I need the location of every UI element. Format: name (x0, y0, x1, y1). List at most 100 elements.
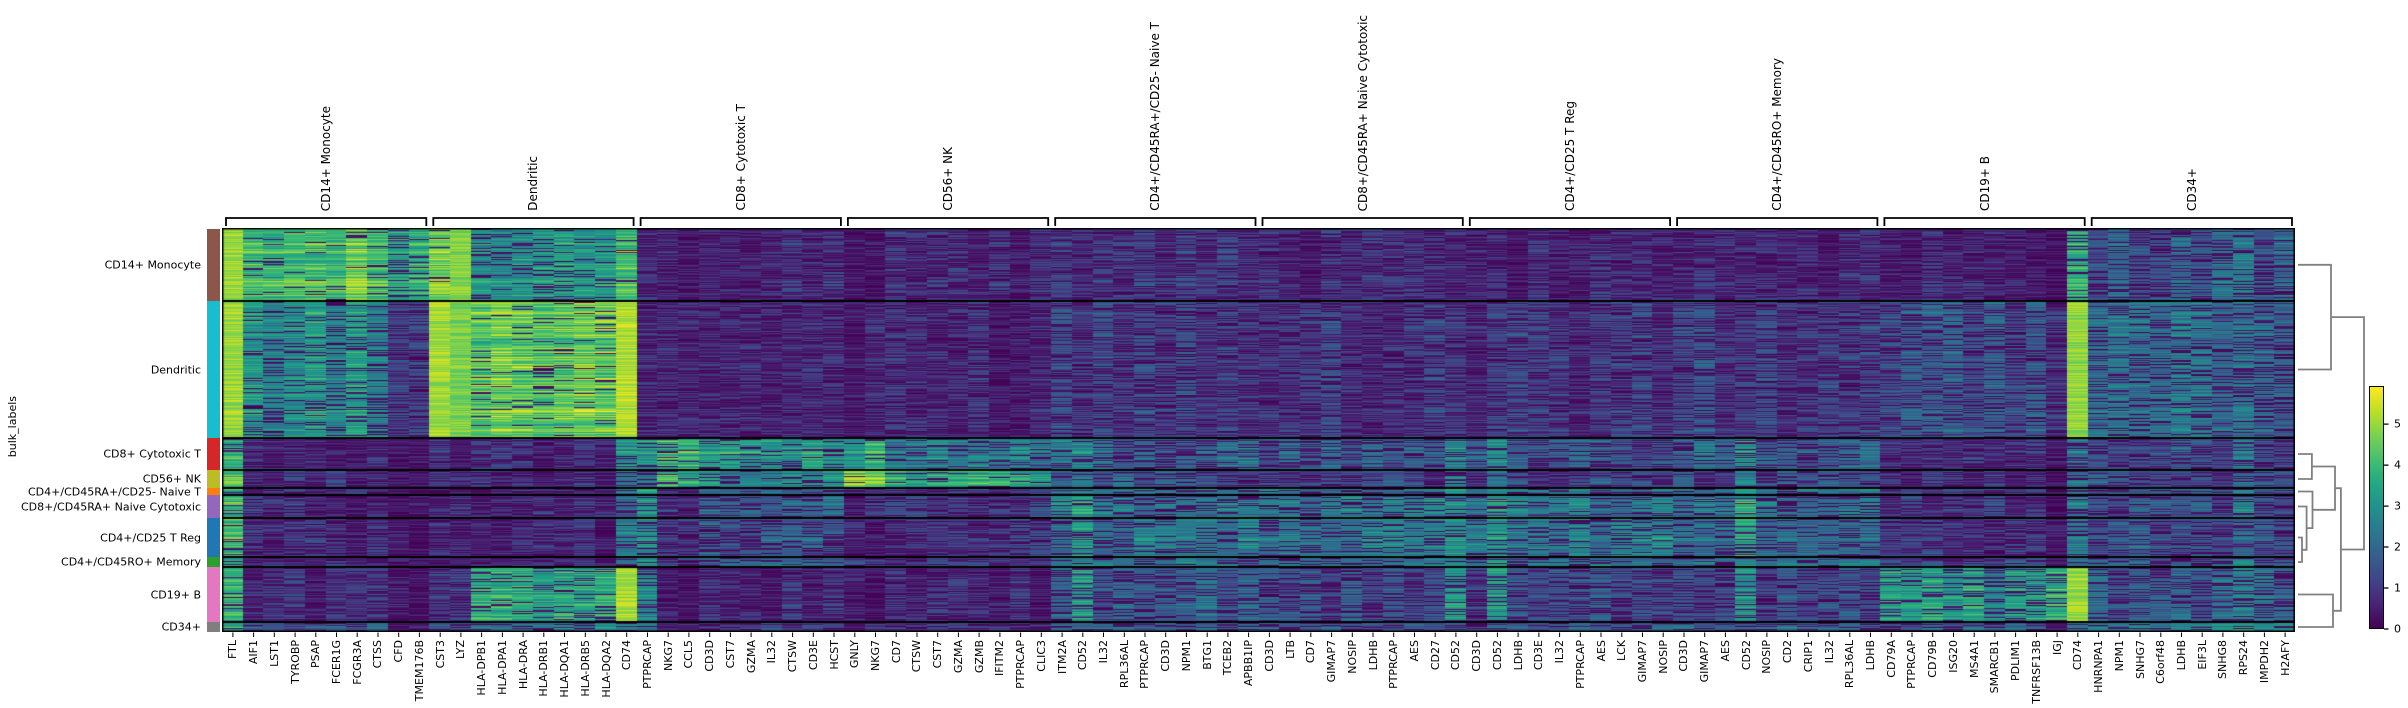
top-group-label-5: CD8+/CD45RA+ Naive Cytotoxic (1355, 14, 1370, 211)
gene-label-IMPDH2: IMPDH2 (2257, 640, 2271, 684)
gene-label-CD52: CD52 (1076, 640, 1090, 671)
gene-label-SNHG7: SNHG7 (2133, 640, 2147, 680)
colorbar-tick-label-1: 1 (2394, 581, 2401, 595)
gene-label-CD52: CD52 (1739, 640, 1753, 671)
gene-label-GZMA: GZMA (744, 640, 758, 674)
gene-label-AES: AES (1594, 640, 1608, 662)
top-group-label-0: CD14+ Monocyte (319, 105, 334, 211)
gene-label-ISG20: ISG20 (1946, 640, 1960, 673)
gene-label-PTPRCAP: PTPRCAP (640, 640, 654, 689)
gene-label-RPS24: RPS24 (2237, 640, 2251, 676)
colorbar-tick-label-4: 4 (2394, 458, 2401, 472)
gene-label-CD3E: CD3E (806, 640, 820, 671)
group-bracket-7 (1676, 217, 1879, 226)
row-group-color-4 (207, 488, 220, 496)
group-bracket-0 (225, 217, 428, 226)
gene-label-APBB1IP: APBB1IP (1242, 640, 1256, 687)
gene-label-CD3D: CD3D (1262, 640, 1276, 672)
gene-ticks (232, 632, 2286, 637)
gene-label-IL32: IL32 (1822, 640, 1836, 664)
gene-label-CD74: CD74 (2071, 640, 2085, 671)
gene-label-GZMB: GZMB (972, 640, 986, 674)
gene-label-HCST: HCST (827, 640, 841, 670)
gene-label-GIMAP7: GIMAP7 (1636, 640, 1649, 683)
gene-label-LTB: LTB (1283, 640, 1297, 659)
row-group-color-3 (207, 470, 220, 489)
gene-label-LST1: LST1 (267, 640, 281, 667)
gene-label-NPM1: NPM1 (1179, 640, 1193, 672)
gene-label-LDHB: LDHB (1511, 640, 1525, 671)
gene-label-MS4A1: MS4A1 (1967, 640, 1981, 678)
gene-label-CD79A: CD79A (1884, 640, 1898, 678)
gene-label-NKG7: NKG7 (661, 640, 675, 671)
gene-label-CD7: CD7 (1304, 640, 1318, 664)
row-group-color-9 (207, 622, 220, 633)
colorbar-ticks (2384, 423, 2389, 630)
gene-label-FTL: FTL (226, 640, 240, 659)
gene-label-NOSIP: NOSIP (1656, 640, 1670, 674)
gene-label-PTPRCAP: PTPRCAP (1573, 640, 1587, 689)
row-label-0: CD14+ Monocyte (104, 258, 201, 272)
row-label-9: CD34+ (161, 620, 201, 634)
gene-label-CD3D: CD3D (703, 640, 717, 672)
group-bracket-9 (2090, 217, 2293, 226)
colorbar-tick-label-5: 5 (2394, 417, 2401, 431)
row-group-color-6 (207, 518, 220, 558)
gene-label-CLIC3: CLIC3 (1034, 640, 1048, 672)
gene-label-FCGR3A: FCGR3A (350, 640, 364, 685)
gene-label-RPL36AL: RPL36AL (1117, 640, 1131, 689)
gene-label-TMEM176B: TMEM176B (412, 640, 426, 702)
gene-label-AES: AES (1718, 640, 1732, 662)
gene-label-LDHB: LDHB (1366, 640, 1380, 671)
gene-label-LCK: LCK (1615, 640, 1629, 662)
row-group-color-2 (207, 438, 220, 471)
gene-label-LDHB: LDHB (1864, 640, 1878, 671)
top-group-label-1: Dendritic (526, 156, 541, 211)
gene-label-ITM2A: ITM2A (1055, 640, 1069, 674)
gene-label-IL32: IL32 (1553, 640, 1567, 664)
gene-label-CRIP1: CRIP1 (1801, 640, 1815, 673)
gene-label-CD52: CD52 (1490, 640, 1504, 671)
gene-label-CD79B: CD79B (1926, 640, 1940, 678)
gene-label-HLA-DRB5: HLA-DRB5 (578, 640, 592, 697)
gene-label-NOSIP: NOSIP (1760, 640, 1774, 674)
row-label-7: CD4+/CD45RO+ Memory (61, 555, 201, 569)
gene-label-PTPRCAP: PTPRCAP (1014, 640, 1028, 689)
gene-label-AES: AES (1407, 640, 1421, 662)
colorbar-tick-label-2: 2 (2394, 540, 2401, 554)
gene-label-RPL36AL: RPL36AL (1843, 640, 1857, 689)
gene-label-AIF1: AIF1 (247, 640, 261, 665)
gene-label-HLA-DPB1: HLA-DPB1 (475, 640, 489, 696)
top-group-label-2: CD8+ Cytotoxic T (733, 104, 748, 211)
gene-label-CST3: CST3 (433, 640, 447, 669)
gene-label-LYZ: LYZ (454, 640, 468, 659)
colorbar-tick-label-3: 3 (2394, 499, 2401, 513)
gene-label-NKG7: NKG7 (868, 640, 882, 671)
gene-label-GZMA: GZMA (951, 640, 965, 674)
row-label-3: CD56+ NK (142, 472, 201, 486)
gene-label-H2AFY: H2AFY (2278, 640, 2292, 676)
colorbar (2369, 386, 2384, 629)
gene-label-CD3D: CD3D (1677, 640, 1691, 672)
gene-label-HLA-DQA1: HLA-DQA1 (558, 640, 572, 698)
gene-label-SMARCB1: SMARCB1 (1988, 640, 2002, 694)
row-group-color-7 (207, 557, 220, 568)
gene-label-CD3E: CD3E (1532, 640, 1546, 671)
row-group-color-8 (207, 567, 220, 623)
gene-label-HLA-DQA2: HLA-DQA2 (599, 640, 613, 698)
gene-label-CD3D: CD3D (1470, 640, 1484, 672)
top-group-label-9: CD34+ (2184, 168, 2199, 211)
gene-label-HLA-DRA: HLA-DRA (516, 640, 530, 690)
group-bracket-3 (847, 217, 1050, 226)
gene-label-TYROBP: TYROBP (288, 640, 302, 684)
row-label-5: CD8+/CD45RA+ Naive Cytotoxic (20, 500, 201, 513)
gene-label-NOSIP: NOSIP (1345, 640, 1359, 674)
gene-label-BTG1: BTG1 (1200, 640, 1214, 670)
gene-label-PTPRCAP: PTPRCAP (1138, 640, 1152, 689)
gene-label-CD3D: CD3D (1159, 640, 1173, 672)
gene-label-GIMAP7: GIMAP7 (1325, 640, 1339, 683)
group-bracket-2 (639, 217, 842, 226)
gene-label-LDHB: LDHB (2174, 640, 2188, 671)
gene-label-HNRNPA1: HNRNPA1 (2092, 640, 2106, 693)
gene-label-GIMAP7: GIMAP7 (1698, 640, 1712, 683)
